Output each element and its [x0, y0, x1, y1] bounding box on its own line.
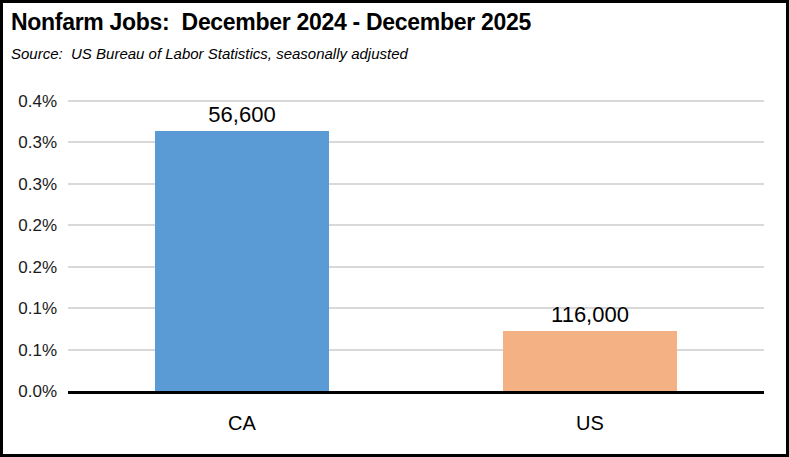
y-tick-label: 0.2% [18, 217, 57, 234]
y-tick-label: 0.4% [18, 93, 57, 110]
plot-area: 56,600 116,000 [68, 101, 764, 394]
y-tick-label: 0.0% [18, 383, 57, 400]
y-tick-label: 0.3% [18, 175, 57, 192]
bar-ca [155, 131, 329, 391]
gridline [68, 100, 764, 102]
x-axis: CA US [68, 409, 764, 443]
x-tick-label-us: US [576, 413, 604, 433]
y-tick-label: 0.2% [18, 258, 57, 275]
chart-title: Nonfarm Jobs: December 2024 - December 2… [11, 9, 531, 36]
y-tick-label: 0.1% [18, 341, 57, 358]
y-axis: 0.0%0.1%0.1%0.2%0.2%0.3%0.3%0.4% [3, 101, 59, 391]
y-tick-label: 0.1% [18, 300, 57, 317]
bar-value-label-ca: 56,600 [208, 104, 275, 126]
chart-source: Source: US Bureau of Labor Statistics, s… [11, 45, 408, 62]
bar-value-label-us: 116,000 [551, 304, 629, 326]
chart-frame: Nonfarm Jobs: December 2024 - December 2… [0, 0, 789, 457]
x-tick-label-ca: CA [228, 413, 256, 433]
bar-us [503, 331, 677, 391]
y-tick-label: 0.3% [18, 134, 57, 151]
